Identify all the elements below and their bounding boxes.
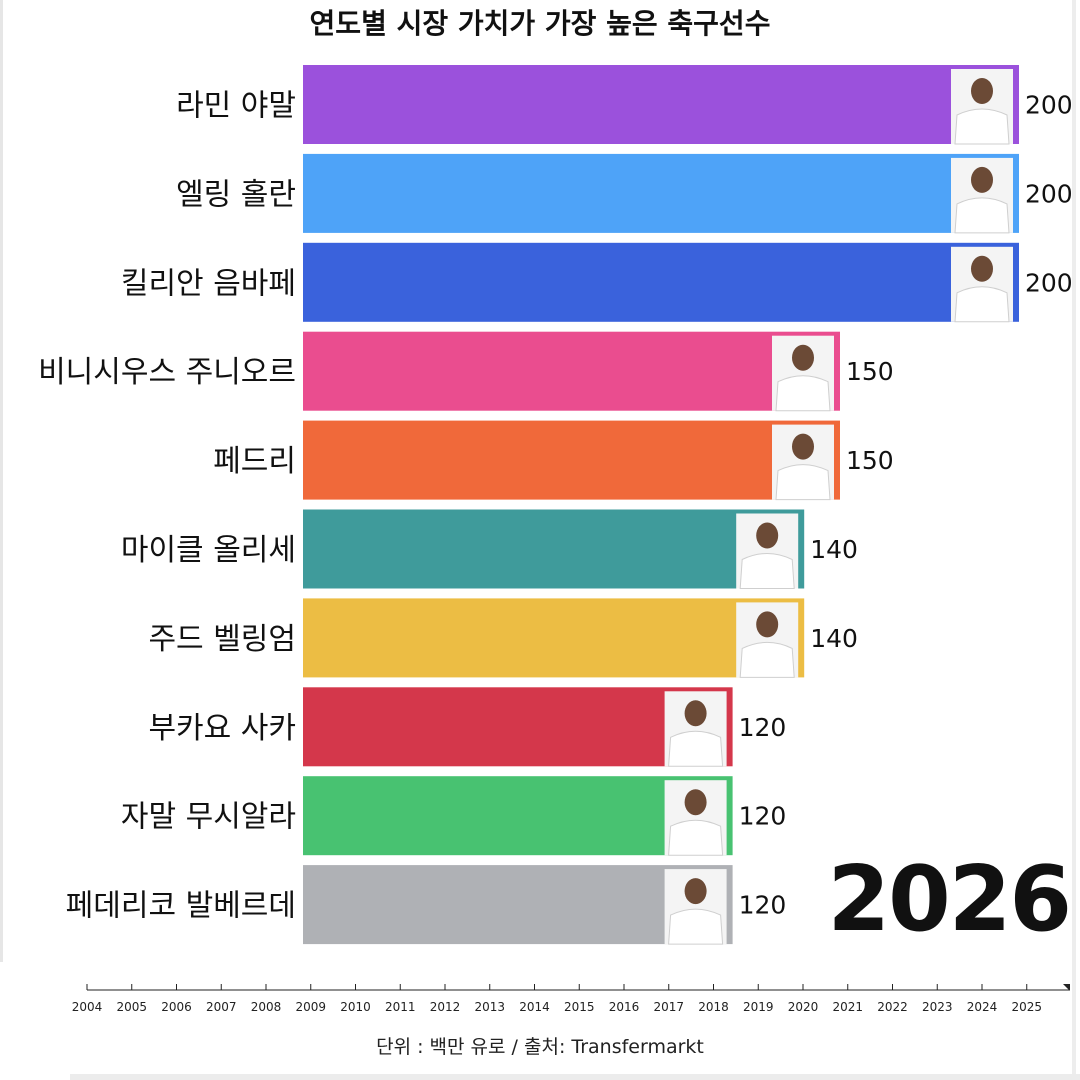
timeline-tick-label: 2014 xyxy=(519,1000,550,1014)
bar-category-label: 페데리코 발베르데 xyxy=(66,889,296,924)
bar-value-label: 150 xyxy=(846,357,894,386)
player-photo xyxy=(736,602,799,678)
bar-category-label: 마이클 올리세 xyxy=(121,533,296,568)
timeline-tick-label: 2020 xyxy=(788,1000,819,1014)
bar-category-label: 주드 벨링엄 xyxy=(148,622,296,657)
timeline-tick-label: 2009 xyxy=(295,1000,326,1014)
timeline-tick-label: 2016 xyxy=(609,1000,640,1014)
bar xyxy=(303,509,805,589)
bar-value-label: 120 xyxy=(739,713,787,742)
current-year-label: 2026 xyxy=(827,847,1073,952)
bar-category-label: 자말 무시알라 xyxy=(121,800,296,835)
timeline-tick-label: 2007 xyxy=(206,1000,237,1014)
timeline-tick-label: 2004 xyxy=(72,1000,103,1014)
bar-value-label: 140 xyxy=(810,624,858,653)
timeline-tick-label: 2021 xyxy=(832,1000,863,1014)
bar-category-label: 라민 야말 xyxy=(176,89,296,124)
bar-category-label: 킬리안 음바페 xyxy=(121,266,296,301)
bar xyxy=(303,242,1019,322)
timeline-tick-label: 2011 xyxy=(385,1000,416,1014)
timeline-tick-label: 2023 xyxy=(922,1000,953,1014)
bottom-frame-rule xyxy=(70,1074,1080,1080)
timeline-tick-label: 2015 xyxy=(564,1000,595,1014)
bar xyxy=(303,153,1019,233)
bar xyxy=(303,776,733,856)
source-note: 단위 : 백만 유로 / 출처: Transfermarkt xyxy=(376,1036,704,1058)
timeline-marker xyxy=(1063,984,1070,991)
timeline-tick-label: 2025 xyxy=(1011,1000,1042,1014)
player-photo xyxy=(951,246,1013,323)
player-photo xyxy=(664,691,727,767)
player-photo xyxy=(772,335,834,412)
player-photo xyxy=(951,69,1013,145)
bar-category-label: 비니시우스 주니오르 xyxy=(38,355,296,390)
timeline-tick-label: 2019 xyxy=(743,1000,774,1014)
bar xyxy=(303,420,840,500)
timeline-tick-label: 2008 xyxy=(251,1000,282,1014)
bar xyxy=(303,865,733,945)
timeline-tick-label: 2013 xyxy=(474,1000,505,1014)
player-photo xyxy=(664,869,727,945)
bar-value-label: 200 xyxy=(1025,91,1073,120)
bar-value-label: 120 xyxy=(739,891,787,920)
bar-value-label: 200 xyxy=(1025,268,1073,297)
timeline-tick-label: 2005 xyxy=(116,1000,147,1014)
bar-value-label: 140 xyxy=(810,535,858,564)
timeline-tick-label: 2018 xyxy=(698,1000,729,1014)
bar-category-label: 엘링 홀란 xyxy=(176,177,296,212)
bar-category-label: 페드리 xyxy=(213,444,296,479)
bars-layer: 라민 야말 200 엘링 홀란 200 킬리안 음바페 200 비니시우스 주니오르 150 페… xyxy=(38,65,1073,945)
bar-value-label: 150 xyxy=(846,446,894,475)
bar xyxy=(303,687,733,767)
timeline-tick-label: 2010 xyxy=(340,1000,371,1014)
timeline-tick-label: 2006 xyxy=(161,1000,192,1014)
right-frame-rule xyxy=(1072,0,1076,1080)
player-photo xyxy=(951,157,1013,234)
timeline-tick-label: 2012 xyxy=(430,1000,461,1014)
timeline-tick-label: 2017 xyxy=(653,1000,684,1014)
left-frame-rule xyxy=(0,0,3,962)
bar-category-label: 부카요 사카 xyxy=(148,711,296,746)
timeline-tick-label: 2024 xyxy=(967,1000,998,1014)
timeline-axis: 2004 2005 2006 2007 2008 2009 2010 2011 2012 2013… xyxy=(72,984,1070,1014)
player-photo xyxy=(736,513,799,589)
player-photo xyxy=(664,780,727,856)
chart-title: 연도별 시장 가치가 가장 높은 축구선수 xyxy=(309,7,771,40)
timeline-tick-label: 2022 xyxy=(877,1000,908,1014)
bar xyxy=(303,598,805,678)
bar xyxy=(303,65,1019,144)
bar xyxy=(303,331,840,411)
player-photo xyxy=(772,424,834,501)
bar-value-label: 200 xyxy=(1025,179,1073,208)
bar-value-label: 120 xyxy=(739,802,787,831)
